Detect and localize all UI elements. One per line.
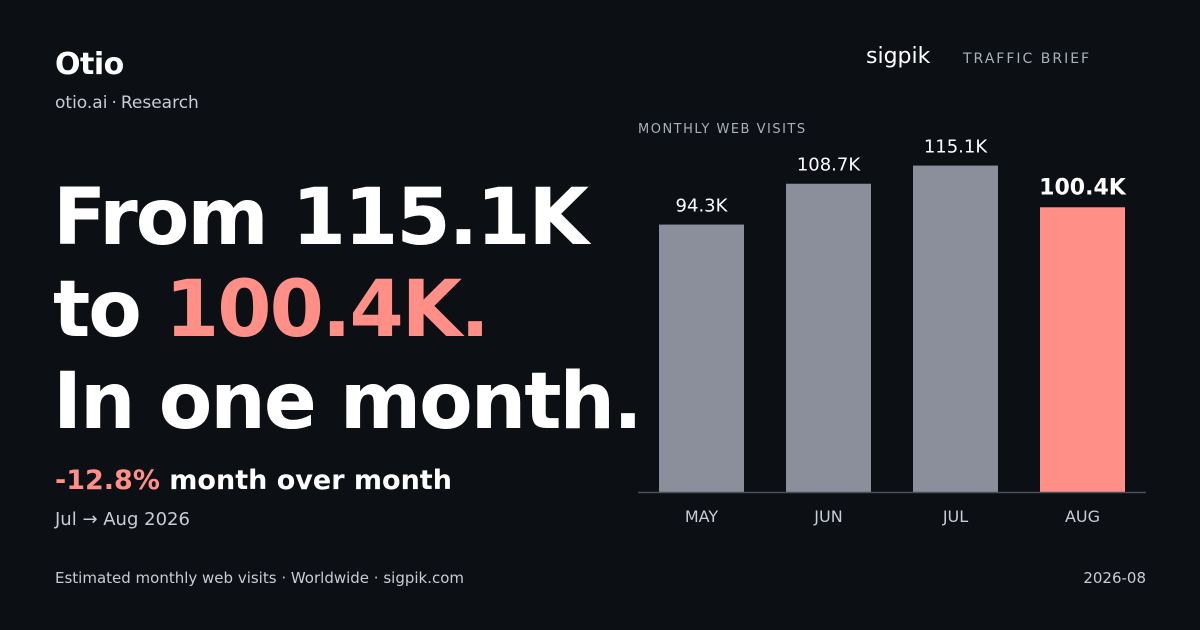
report-tag: TRAFFIC BRIEF (963, 51, 1092, 67)
category-label-jun: JUN (813, 507, 842, 526)
brand-subtitle: otio.ai · Research (55, 93, 199, 113)
headline-highlight-value: 100.4K. (165, 265, 490, 355)
value-label-jun: 108.7K (797, 155, 862, 176)
change-text: month over month (169, 465, 452, 496)
footer-source: Estimated monthly web visits · Worldwide… (55, 569, 465, 587)
category-label-may: MAY (685, 507, 719, 526)
bar-jul (913, 165, 998, 492)
value-label-aug: 100.4K (1039, 175, 1127, 200)
value-label-may: 94.3K (676, 196, 729, 217)
category-label-jul: JUL (942, 507, 968, 526)
footer-date: 2026-08 (1083, 569, 1146, 587)
headline-line-1: From 115.1K (53, 173, 589, 263)
bar-may (659, 224, 744, 492)
chart-title: MONTHLY WEB VISITS (638, 122, 807, 137)
bar-aug (1040, 207, 1125, 492)
sigpik-logo: sigpik (866, 44, 931, 69)
site-domain: otio.ai (55, 93, 108, 113)
bar-jun (786, 183, 871, 493)
headline-line-2: to 100.4K. (53, 264, 641, 356)
change-percent: -12.8% (55, 465, 160, 496)
change-period: Jul → Aug 2026 (55, 509, 190, 530)
headline-line-3: In one month. (53, 357, 643, 447)
value-label-jul: 115.1K (924, 137, 989, 158)
section-label: Research (120, 93, 199, 113)
headline: From 115.1K to 100.4K. In one month. (53, 172, 643, 448)
change-summary: -12.8% month over month (55, 465, 452, 496)
category-label-aug: AUG (1065, 507, 1100, 526)
separator-dot: · (111, 93, 117, 113)
headline-line-2-prefix: to (53, 265, 166, 355)
brand-name: Otio (55, 47, 124, 82)
